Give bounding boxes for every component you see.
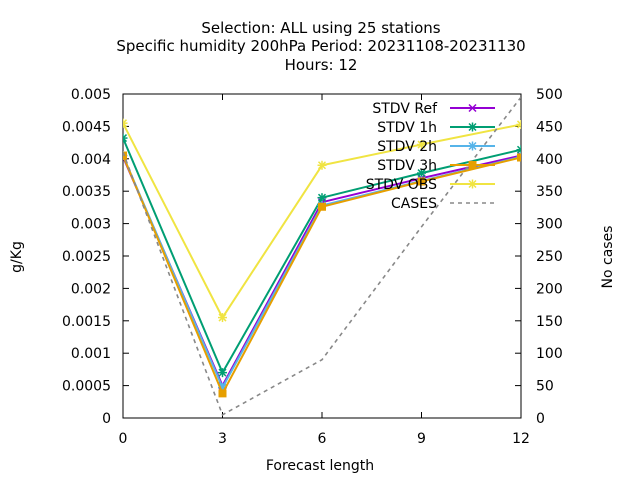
legend-label-stdv-2h: STDV 2h	[377, 139, 437, 155]
y2-tick-label: 200	[536, 281, 563, 297]
chart-title-line-2: Specific humidity 200hPa Period: 2023110…	[116, 37, 525, 55]
series-line-stdv-1h	[123, 137, 521, 375]
y2-tick-label: 300	[536, 217, 563, 233]
series-line-stdv-ref	[123, 154, 521, 388]
y-tick-label: 0.004	[71, 152, 111, 168]
series-line-cases	[123, 96, 521, 416]
plot-frame	[122, 93, 522, 419]
data-point-stdv-obs	[123, 118, 128, 128]
legend: STDV Ref STDV 1h STDV 2h STDV 3h STDV OBS CAS…	[366, 101, 495, 212]
x-tick-label: 12	[512, 431, 530, 447]
y-tick-label: 0.0005	[62, 379, 111, 395]
series-line-stdv-obs	[123, 122, 521, 320]
data-point-stdv-3h	[318, 202, 326, 211]
legend-label-stdv-ref: STDV Ref	[372, 101, 438, 117]
y-tick-label: 0.0015	[62, 314, 111, 330]
data-point-stdv-obs	[417, 140, 426, 150]
legend-label-cases: CASES	[391, 196, 437, 212]
y2-tick-label: 150	[536, 314, 563, 330]
data-point-stdv-1h	[123, 133, 128, 143]
legend-label-stdv-3h: STDV 3h	[377, 158, 437, 174]
series-line-stdv-2h	[123, 155, 521, 390]
y2-tick-label: 0	[536, 411, 545, 427]
series-stdv-3h	[123, 151, 521, 398]
legend-marker-stdv-3h	[468, 161, 477, 169]
y-tick-label: 0	[102, 411, 111, 427]
data-point-stdv-1h	[516, 145, 521, 155]
series-layer	[123, 96, 521, 416]
y-axis-label: g/Kg	[9, 241, 25, 273]
data-point-stdv-3h	[517, 153, 521, 162]
y2-tick-label: 100	[536, 346, 563, 362]
y-tick-label: 0.0025	[62, 249, 111, 265]
x-tick-label: 3	[218, 431, 227, 447]
data-point-stdv-1h	[417, 168, 426, 178]
series-cases	[123, 96, 521, 416]
y2-axis-label: No cases	[600, 226, 616, 289]
y-tick-label: 0.001	[71, 346, 111, 362]
data-point-stdv-3h	[417, 177, 426, 186]
legend-marker-stdv-2h	[468, 141, 477, 151]
y-tick-label: 0.0035	[62, 184, 111, 200]
y2-tick-label: 250	[536, 249, 563, 265]
axes: 0 0.0005 0.001 0.0015 0.002 0.0025 0.003 0.0035…	[62, 87, 563, 447]
x-tick-label: 6	[318, 431, 327, 447]
y2-tick-label: 400	[536, 152, 563, 168]
series-stdv-obs	[123, 118, 521, 323]
legend-label-stdv-1h: STDV 1h	[377, 120, 437, 136]
y2-tick-label: 500	[536, 87, 563, 103]
series-line-stdv-3h	[123, 155, 521, 396]
chart-title-line-3: Hours: 12	[285, 56, 358, 74]
legend-marker-stdv-1h	[468, 122, 477, 132]
data-point-stdv-3h	[218, 389, 227, 398]
y-tick-label: 0.005	[71, 87, 111, 103]
chart-title-line-1: Selection: ALL using 25 stations	[201, 19, 440, 37]
x-tick-label: 9	[417, 431, 426, 447]
data-point-stdv-obs	[218, 313, 227, 323]
x-tick-label: 0	[119, 431, 128, 447]
legend-marker-stdv-ref	[468, 103, 477, 113]
x-axis-label: Forecast length	[266, 458, 374, 474]
y-tick-label: 0.002	[71, 281, 111, 297]
y2-tick-label: 50	[536, 379, 554, 395]
data-point-stdv-obs	[516, 119, 521, 129]
y2-tick-label: 450	[536, 119, 563, 135]
data-point-stdv-1h	[317, 193, 327, 203]
data-point-stdv-obs	[317, 160, 327, 170]
y-tick-label: 0.0045	[62, 119, 111, 135]
y-tick-label: 0.003	[71, 217, 111, 233]
data-point-stdv-1h	[218, 368, 227, 378]
legend-marker-stdv-obs	[468, 179, 477, 189]
legend-label-stdv-obs: STDV OBS	[366, 177, 437, 193]
y2-tick-label: 350	[536, 184, 563, 200]
